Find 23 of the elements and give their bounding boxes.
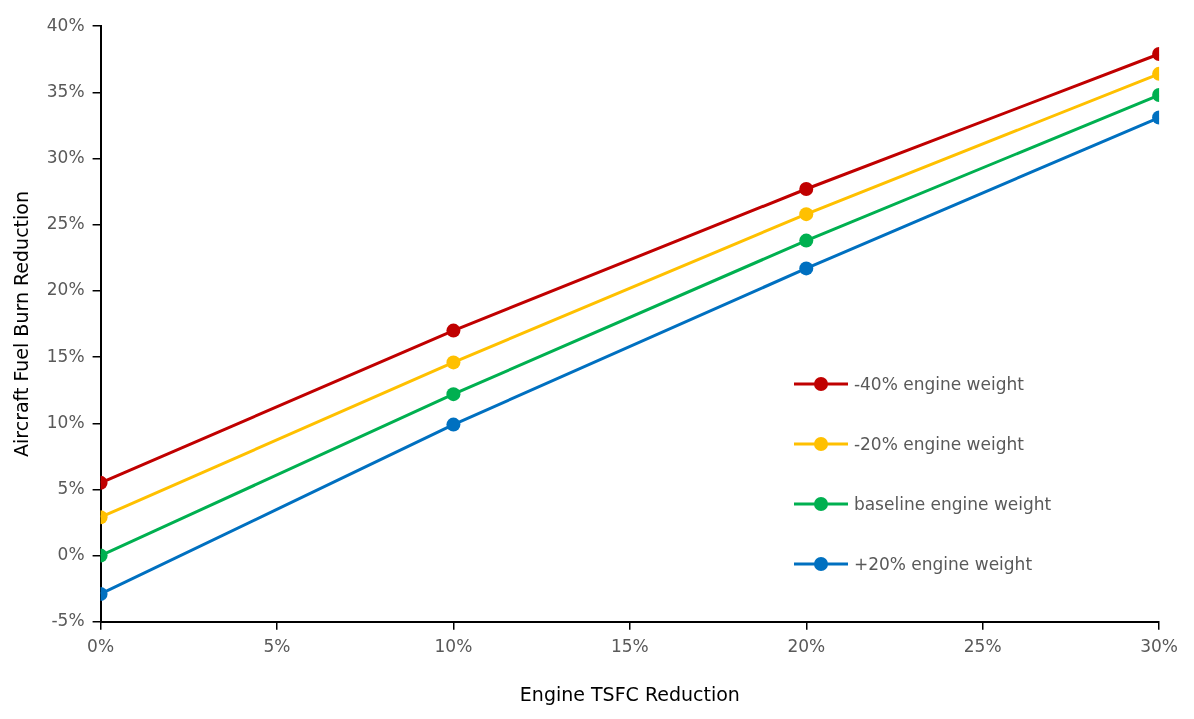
y-tick-label: -5% [51, 610, 85, 631]
legend-label: -20% engine weight [853, 433, 1024, 454]
y-tick-label: 25% [46, 213, 85, 234]
legend-label: baseline engine weight [853, 493, 1052, 514]
y-axis-title: Aircraft Fuel Burn Reduction [10, 191, 33, 457]
x-tick-label: 15% [610, 636, 649, 657]
legend-label: -40% engine weight [853, 373, 1024, 394]
y-tick-label: 35% [46, 80, 85, 101]
y-tick-label: 40% [46, 14, 85, 35]
x-tick-label: 0% [87, 636, 115, 657]
y-tick-label: 5% [57, 477, 85, 498]
y-tick-label: 20% [46, 279, 85, 300]
y-tick-label: 0% [57, 544, 85, 565]
legend-label: +20% engine weight [853, 553, 1033, 574]
x-axis-title: Engine TSFC Reduction [519, 682, 740, 705]
x-tick-label: 10% [434, 636, 473, 657]
x-tick-label: 30% [1140, 636, 1179, 657]
y-tick-label: 15% [46, 345, 85, 366]
y-tick-label: 10% [46, 411, 85, 432]
x-tick-label: 20% [787, 636, 826, 657]
y-tick-label: 30% [46, 146, 85, 167]
x-tick-label: 5% [263, 636, 291, 657]
x-tick-label: 25% [963, 636, 1002, 657]
